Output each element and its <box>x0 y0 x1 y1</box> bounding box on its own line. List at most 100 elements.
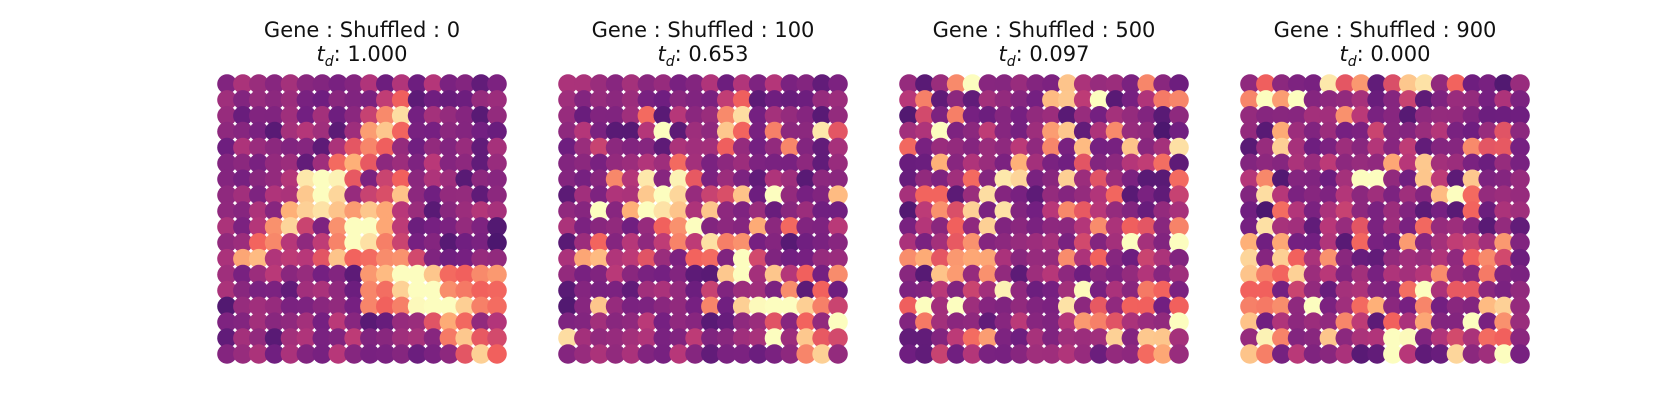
spot <box>1137 121 1157 142</box>
spot <box>828 264 848 285</box>
spot <box>249 328 269 348</box>
spot <box>391 185 412 205</box>
spot <box>439 201 460 221</box>
spot <box>962 328 983 348</box>
spot <box>1240 217 1260 237</box>
spot <box>1351 312 1371 332</box>
spot <box>931 185 951 205</box>
spot <box>1462 328 1483 348</box>
spot-grid <box>217 74 507 364</box>
panel-title: Gene : Shuffled : 0 <box>263 18 461 42</box>
spot <box>249 169 269 190</box>
spot <box>978 121 999 142</box>
spot <box>701 169 721 190</box>
spot <box>574 169 594 190</box>
spot <box>1414 328 1435 348</box>
spot <box>962 90 983 110</box>
spot <box>899 264 919 285</box>
spot <box>994 248 1015 269</box>
spot <box>423 185 444 205</box>
spot <box>312 74 333 94</box>
spot <box>376 233 396 253</box>
spot <box>217 328 237 348</box>
spot <box>931 106 951 126</box>
spot <box>1121 90 1142 110</box>
spot <box>1414 153 1435 174</box>
spot <box>605 74 626 94</box>
spot <box>1351 344 1371 364</box>
spot <box>1335 106 1356 126</box>
spot <box>748 312 769 332</box>
spot <box>1319 264 1340 285</box>
spot <box>1303 296 1324 317</box>
spot <box>344 153 364 174</box>
spot <box>621 233 642 253</box>
spot <box>1105 296 1126 317</box>
spot <box>1303 312 1324 332</box>
spot <box>1105 312 1126 332</box>
spot <box>376 74 396 94</box>
spot <box>796 280 816 301</box>
spot <box>1153 90 1173 110</box>
spot <box>280 233 301 253</box>
spot <box>558 169 578 190</box>
spot <box>931 137 951 158</box>
spot <box>1058 74 1078 94</box>
spot <box>946 296 967 317</box>
spot <box>1073 233 1094 253</box>
spot <box>1272 201 1292 221</box>
spot <box>1367 312 1387 332</box>
spot <box>1494 106 1514 126</box>
spot <box>1351 169 1371 190</box>
spot <box>1089 74 1110 94</box>
spot <box>233 296 253 317</box>
spot <box>455 169 475 190</box>
spot <box>994 201 1015 221</box>
spot <box>558 74 578 94</box>
spot <box>931 328 951 348</box>
spot <box>1121 106 1142 126</box>
spot <box>685 90 705 110</box>
spot <box>1058 217 1078 237</box>
spot <box>574 106 594 126</box>
spot <box>1240 121 1260 142</box>
spot <box>915 233 935 253</box>
spot <box>653 296 674 317</box>
spot <box>621 328 642 348</box>
spot <box>487 153 507 174</box>
spot <box>1240 106 1260 126</box>
spot <box>233 328 253 348</box>
spot <box>605 185 626 205</box>
spot <box>376 185 396 205</box>
spot <box>439 312 460 332</box>
spot <box>669 121 689 142</box>
spot <box>574 233 594 253</box>
spot <box>1026 233 1046 253</box>
spot <box>685 121 705 142</box>
spot <box>605 264 626 285</box>
spot <box>1510 153 1530 174</box>
spot <box>1478 328 1498 348</box>
spot <box>605 312 626 332</box>
spot <box>621 248 642 269</box>
spot <box>1414 169 1435 190</box>
spot <box>233 344 253 364</box>
spot <box>780 264 801 285</box>
spot <box>978 90 999 110</box>
spot <box>407 74 428 94</box>
spot <box>899 185 919 205</box>
spot <box>899 328 919 348</box>
spot <box>780 106 801 126</box>
spot <box>899 137 919 158</box>
spot <box>1367 248 1387 269</box>
spot <box>1010 344 1030 364</box>
spot <box>1169 217 1189 237</box>
spot <box>1319 217 1340 237</box>
spot <box>233 217 253 237</box>
spot <box>249 280 269 301</box>
spot <box>1272 248 1292 269</box>
spot <box>1383 328 1403 348</box>
spot <box>296 217 317 237</box>
spot <box>812 185 832 205</box>
spot <box>899 169 919 190</box>
